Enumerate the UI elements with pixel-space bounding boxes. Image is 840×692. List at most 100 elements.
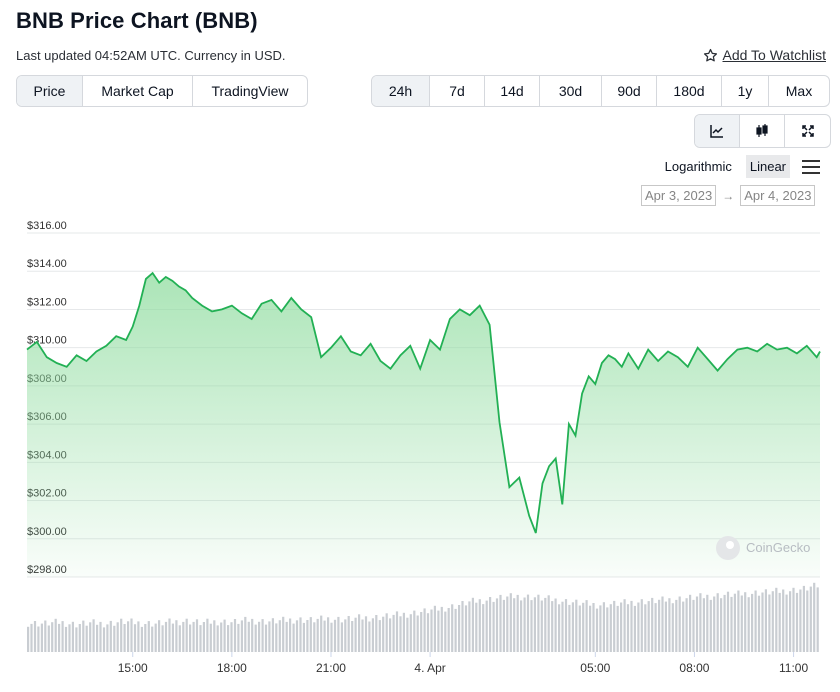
line-chart-button[interactable] — [695, 115, 740, 147]
x-tick-label: 08:00 — [679, 661, 709, 675]
volume-bar — [78, 624, 81, 652]
range-180d[interactable]: 180d — [657, 76, 722, 106]
volume-bar — [233, 619, 237, 652]
volume-bar — [695, 596, 699, 652]
scale-logarithmic[interactable]: Logarithmic — [664, 159, 732, 174]
x-tick-label: 21:00 — [316, 661, 346, 675]
range-14d[interactable]: 14d — [485, 76, 540, 106]
volume-bar — [120, 618, 123, 652]
volume-bar — [585, 600, 588, 652]
volume-bar — [789, 591, 792, 652]
volume-bar — [620, 602, 623, 652]
scale-linear[interactable]: Linear — [745, 155, 790, 178]
fullscreen-button[interactable] — [785, 115, 830, 147]
volume-bar — [116, 622, 119, 652]
volume-bar — [582, 602, 585, 652]
range-1y[interactable]: 1y — [722, 76, 769, 106]
price-chart[interactable]: $316.00$314.00$312.00$310.00$308.00$306.… — [0, 215, 840, 692]
volume-bar — [82, 620, 85, 652]
volume-bar — [706, 594, 709, 652]
x-tick-label: 05:00 — [580, 661, 610, 675]
volume-bar — [195, 619, 199, 652]
volume-bar — [330, 622, 333, 652]
volume-bar — [647, 601, 650, 652]
price-area-fill — [27, 273, 820, 577]
volume-bar — [258, 621, 261, 652]
volume-bar — [364, 616, 368, 652]
volume-bar — [299, 617, 302, 652]
tab-price[interactable]: Price — [17, 76, 83, 106]
volume-bar — [768, 594, 771, 652]
range-24h[interactable]: 24h — [372, 76, 430, 106]
volume-bar — [178, 625, 181, 652]
volume-bar — [599, 605, 602, 652]
range-7d[interactable]: 7d — [430, 76, 485, 106]
volume-bar — [654, 603, 657, 652]
volume-bar — [485, 600, 488, 652]
volume-bar — [358, 614, 361, 652]
volume-bar — [764, 589, 767, 652]
volume-bar — [154, 623, 157, 652]
volume-bar — [213, 620, 216, 652]
volume-bar — [737, 590, 740, 652]
volume-bar — [589, 605, 592, 652]
volume-bar — [140, 626, 143, 652]
hamburger-menu-icon[interactable] — [802, 159, 820, 174]
volume-bar — [533, 597, 536, 652]
volume-bar — [316, 618, 319, 652]
volume-bar — [416, 615, 419, 652]
volume-bar — [147, 621, 150, 652]
tab-tradingview[interactable]: TradingView — [211, 83, 289, 99]
range-90d[interactable]: 90d — [602, 76, 657, 106]
volume-bar — [592, 603, 595, 652]
volume-bar — [27, 626, 30, 652]
volume-bar — [571, 602, 574, 652]
volume-bar — [247, 621, 250, 652]
volume-bar — [151, 626, 154, 652]
volume-bar — [337, 616, 340, 652]
volume-bar — [64, 626, 68, 652]
candlestick-button[interactable] — [740, 115, 785, 147]
volume-bar — [664, 601, 667, 652]
volume-bar — [261, 619, 264, 652]
range-max[interactable]: Max — [785, 83, 813, 99]
watchlist-label: Add To Watchlist — [722, 47, 827, 63]
volume-bar — [609, 604, 612, 652]
volume-bar — [630, 600, 633, 652]
volume-bar — [113, 625, 116, 652]
volume-bar — [458, 605, 461, 652]
volume-bar — [775, 587, 778, 652]
volume-bar — [726, 591, 730, 652]
date-to-input[interactable]: Apr 4, 2023 — [740, 185, 816, 206]
volume-bar — [754, 590, 757, 652]
volume-bar — [792, 587, 795, 652]
volume-bar — [223, 619, 226, 652]
volume-bar — [75, 627, 78, 652]
volume-bar — [92, 619, 95, 652]
volume-bar — [547, 595, 550, 652]
volume-bar — [554, 598, 557, 652]
time-range-tabs: 24h 7d 14d 30d 90d 180d 1y Max — [371, 75, 830, 107]
volume-bar — [368, 621, 371, 652]
volume-bar — [499, 594, 502, 652]
date-from-input[interactable]: Apr 3, 2023 — [641, 185, 717, 206]
volume-bar — [189, 624, 192, 652]
volume-bar — [89, 622, 92, 652]
volume-bar — [133, 624, 137, 652]
volume-bar — [616, 605, 619, 652]
volume-bar — [292, 623, 295, 652]
tab-market-cap[interactable]: Market Cap — [83, 76, 193, 106]
volume-bar — [285, 621, 288, 652]
range-30d[interactable]: 30d — [540, 76, 602, 106]
volume-bar — [199, 625, 202, 652]
volume-bar — [771, 591, 774, 652]
volume-bar — [637, 602, 640, 652]
volume-bar — [85, 625, 88, 652]
volume-bar — [123, 624, 126, 652]
volume-bar — [109, 620, 112, 652]
volume-bar — [244, 616, 247, 652]
volume-bar — [58, 623, 61, 652]
add-to-watchlist-link[interactable]: Add To Watchlist — [703, 47, 827, 63]
volume-bar — [513, 598, 516, 652]
volume-bar — [323, 620, 326, 652]
